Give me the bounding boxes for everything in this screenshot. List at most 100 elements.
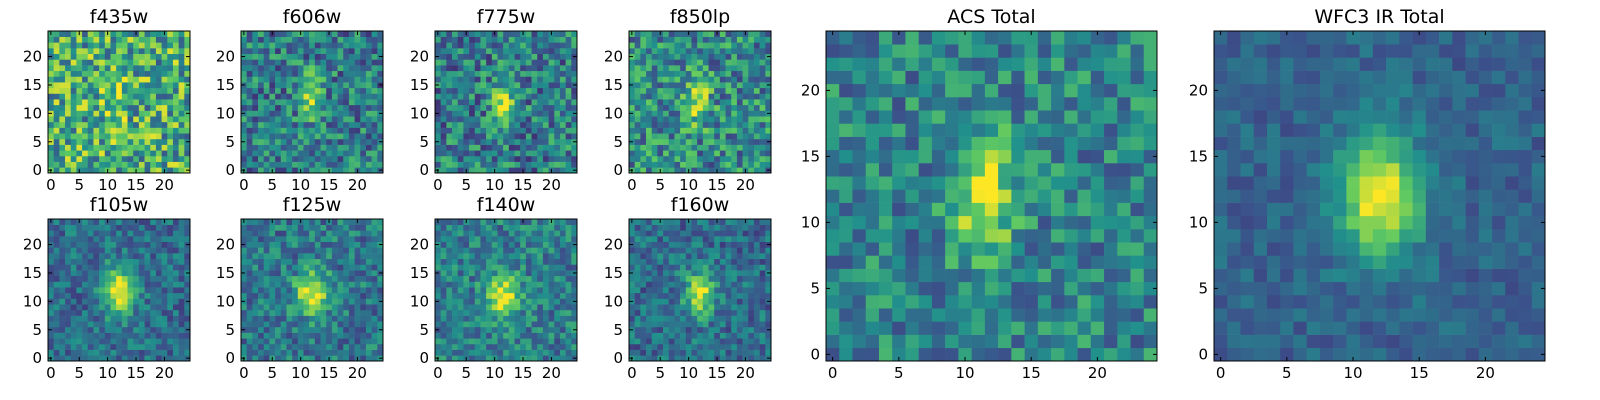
heatmap-cell [275, 298, 282, 305]
heatmap-cell [663, 82, 670, 89]
heatmap-cell [491, 304, 498, 311]
heatmap-cell [297, 87, 304, 94]
heatmap-cell [469, 349, 476, 356]
heatmap-cell [121, 150, 128, 157]
heatmap-cell [65, 258, 72, 265]
heatmap-cell [172, 144, 179, 151]
heatmap-cell [435, 161, 441, 168]
heatmap-cell [753, 349, 760, 356]
heatmap-cell [155, 309, 162, 316]
heatmap-cell [508, 315, 515, 322]
heatmap-cell [127, 292, 134, 299]
heatmap-cell [76, 133, 83, 140]
heatmap-cell [348, 224, 355, 231]
heatmap-cell [657, 36, 664, 43]
heatmap-cell [343, 36, 350, 43]
heatmap-cell [116, 70, 123, 77]
heatmap-cell [326, 59, 333, 66]
heatmap-cell [503, 332, 510, 339]
heatmap-cell [65, 309, 72, 316]
heatmap-cell [70, 338, 77, 345]
heatmap-cell [508, 321, 515, 328]
heatmap-cell [99, 82, 106, 89]
heatmap-cell [680, 332, 687, 339]
heatmap-cell [634, 133, 641, 140]
heatmap-cell [93, 304, 100, 311]
heatmap-cell [640, 87, 647, 94]
heatmap-cell [559, 110, 566, 117]
heatmap-cell [258, 36, 265, 43]
heatmap-cell [286, 332, 293, 339]
heatmap-cell [446, 133, 453, 140]
heatmap-cell [440, 104, 447, 111]
heatmap-cell [508, 161, 515, 168]
heatmap-cell [360, 161, 367, 168]
heatmap-cell [343, 65, 350, 72]
heatmap-cell [309, 275, 316, 282]
heatmap-cell [377, 349, 384, 356]
heatmap-cell [491, 275, 498, 282]
heatmap-cell [337, 93, 344, 100]
heatmap-cell [70, 59, 77, 66]
heatmap-cell [53, 253, 60, 260]
heatmap-cell [559, 281, 566, 288]
heatmap-cell [184, 315, 191, 322]
heatmap-cells [629, 31, 772, 174]
heatmap-cell [480, 48, 487, 55]
heatmap-cell [65, 270, 72, 277]
heatmap-cell [309, 241, 316, 248]
y-tick-label: 20 [216, 236, 235, 254]
heatmap-cell [657, 144, 664, 151]
heatmap-cell [263, 219, 270, 225]
heatmap-cell [440, 167, 447, 174]
heatmap-cell [161, 76, 168, 83]
heatmap-cell [246, 281, 253, 288]
heatmap-cell [263, 304, 270, 311]
heatmap-cell [87, 99, 94, 106]
heatmap-cell [452, 355, 459, 362]
heatmap-cell [651, 270, 658, 277]
heatmap-cell [280, 321, 287, 328]
heatmap-cell [520, 82, 527, 89]
heatmap-cell [269, 144, 276, 151]
heatmap-cell [731, 138, 738, 145]
heatmap-cell [765, 48, 772, 55]
heatmap-cell [508, 309, 515, 316]
heatmap-cell [82, 287, 89, 294]
heatmap-cell [303, 253, 310, 260]
heatmap-cell [520, 321, 527, 328]
heatmap-cell [708, 121, 715, 128]
heatmap-cell [640, 121, 647, 128]
heatmap-cell [161, 253, 168, 260]
heatmap-cell [554, 349, 561, 356]
x-tick-label: 5 [461, 364, 471, 382]
heatmap-cell [280, 36, 287, 43]
heatmap-cell [326, 48, 333, 55]
heatmap-cell [127, 65, 134, 72]
heatmap-cell [155, 281, 162, 288]
heatmap-cell [258, 258, 265, 265]
heatmap-cell [480, 241, 487, 248]
heatmap-cell [314, 138, 321, 145]
heatmap-cell [70, 236, 77, 243]
heatmap-cell [127, 155, 134, 162]
heatmap-cell [275, 304, 282, 311]
heatmap-cell [542, 224, 549, 231]
heatmap-cell [178, 82, 185, 89]
heatmap-cell [172, 121, 179, 128]
heatmap-cell [133, 281, 140, 288]
heatmap-cell [65, 349, 72, 356]
heatmap-cell [292, 167, 299, 174]
heatmap-cell [691, 116, 698, 123]
heatmap-cell [127, 70, 134, 77]
heatmap-cell [446, 236, 453, 243]
heatmap-cell [651, 144, 658, 151]
heatmap-cell [337, 247, 344, 254]
heatmap-cell [280, 167, 287, 174]
heatmap-cell [503, 82, 510, 89]
heatmap-cell [748, 48, 755, 55]
heatmap-cell [731, 110, 738, 117]
y-tick-label: 15 [23, 264, 42, 282]
heatmap-cell [646, 76, 653, 83]
